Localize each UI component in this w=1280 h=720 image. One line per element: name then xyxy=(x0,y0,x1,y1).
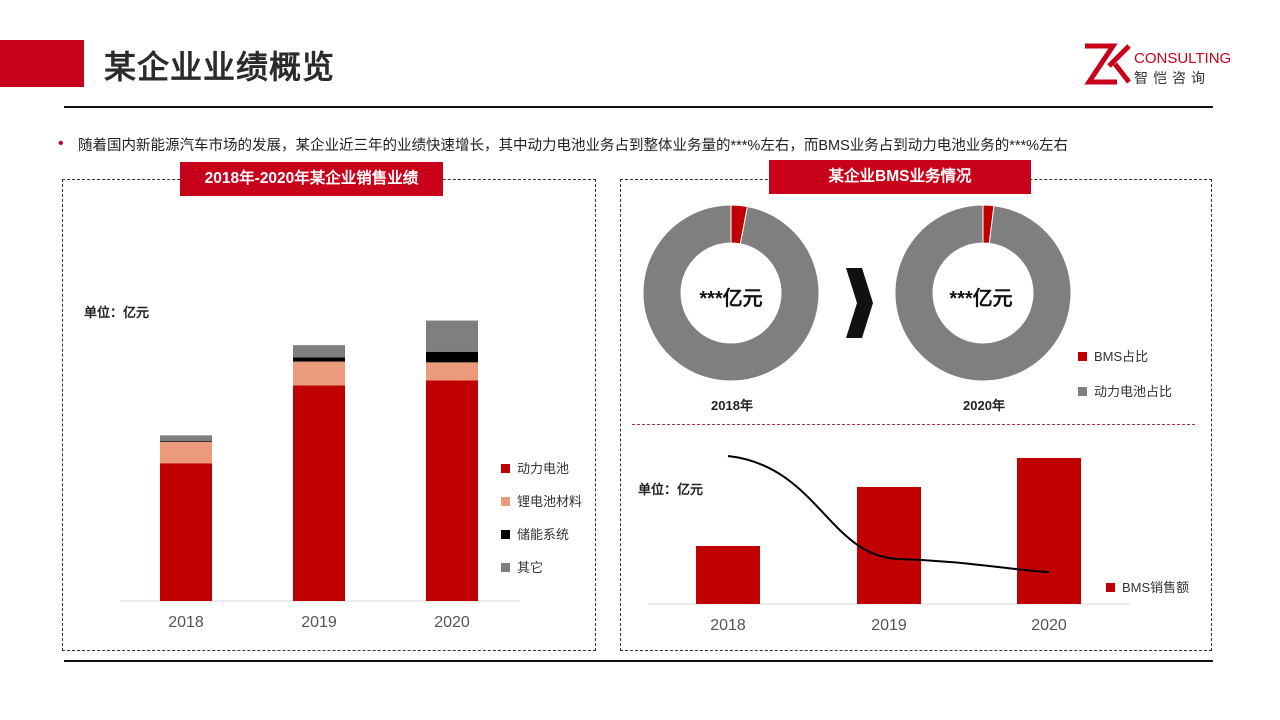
sales-bar-segment xyxy=(426,362,478,381)
bms-legend: BMS销售额 xyxy=(1106,577,1189,596)
sales-bar-segment xyxy=(426,320,478,352)
sales-bar-segment xyxy=(293,357,345,362)
sales-legend-item: 储能系统 xyxy=(501,524,582,543)
donut-legend-label: 动力电池占比 xyxy=(1094,384,1173,399)
bms-sales-bar-chart: 2018 2019 2020 xyxy=(648,455,1130,634)
sales-x-tick-label: 2019 xyxy=(301,614,337,631)
sales-bar-segment xyxy=(160,441,212,442)
donut-legend-swatch xyxy=(1078,352,1087,362)
title-divider xyxy=(64,106,1213,108)
bms-panel-tag: 某企业BMS业务情况 xyxy=(769,160,1031,194)
sales-unit-label: 单位：亿元 xyxy=(84,305,150,320)
donut-year-2018: 2018年 xyxy=(711,398,753,413)
bullet-marker: • xyxy=(58,135,64,152)
arrow-right-icon xyxy=(846,268,873,338)
bms-bar xyxy=(857,487,921,604)
sales-panel-tag: 2018年-2020年某企业销售业绩 xyxy=(180,162,443,196)
donut-legend-item: 动力电池占比 xyxy=(1078,381,1172,400)
sales-bar-segment xyxy=(426,380,478,601)
sales-legend-label: 锂电池材料 xyxy=(517,494,583,509)
sales-legend-item: 动力电池 xyxy=(501,458,582,477)
bms-x-tick-label: 2020 xyxy=(1031,617,1067,634)
sales-legend-label: 动力电池 xyxy=(517,461,570,476)
donut-chart-2018 xyxy=(642,204,820,382)
bms-trend-line xyxy=(727,455,1050,573)
donut-hole xyxy=(681,243,781,343)
bms-bar xyxy=(1017,458,1081,604)
donut-center-label-2020: ***亿元 xyxy=(949,288,1013,310)
bms-legend-item: BMS销售额 xyxy=(1106,577,1189,596)
donut-legend-item: BMS占比 xyxy=(1078,346,1172,365)
page-title: 某企业业绩概览 xyxy=(104,49,336,85)
bms-x-tick-label: 2018 xyxy=(710,617,746,634)
sales-legend-label: 储能系统 xyxy=(517,527,570,542)
sales-x-tick-label: 2018 xyxy=(168,614,204,631)
sales-legend-item: 锂电池材料 xyxy=(501,491,582,510)
sales-legend-swatch xyxy=(501,497,510,507)
donut-hole xyxy=(933,243,1033,343)
bms-x-tick-label: 2019 xyxy=(871,617,907,634)
footer-divider xyxy=(64,660,1213,662)
section-divider xyxy=(632,424,1195,425)
title-accent-bar xyxy=(0,40,84,87)
sales-bar-segment xyxy=(160,463,212,601)
bullet-text: 随着国内新能源汽车市场的发展，某企业近三年的业绩快速增长，其中动力电池业务占到整… xyxy=(78,138,1069,154)
logo-brand-text: CONSULTING xyxy=(1134,50,1232,67)
sales-bar-segment xyxy=(293,385,345,601)
sales-legend-swatch xyxy=(501,464,510,474)
sales-legend-label: 其它 xyxy=(517,560,544,575)
sales-legend: 动力电池锂电池材料储能系统其它 xyxy=(501,458,582,590)
sales-stacked-bar-chart: 2018 2019 2020 xyxy=(120,320,520,631)
sales-legend-swatch xyxy=(501,530,510,540)
sales-legend-swatch xyxy=(501,563,510,573)
donut-chart-2020 xyxy=(894,204,1072,382)
donut-year-2020: 2020年 xyxy=(963,398,1005,413)
sales-bar-segment xyxy=(293,361,345,386)
logo-chinese-text: 智恺咨询 xyxy=(1134,70,1210,86)
bms-legend-label: BMS销售额 xyxy=(1122,580,1190,595)
zk-logo-icon xyxy=(1084,43,1131,85)
sales-x-tick-label: 2020 xyxy=(434,614,470,631)
donut-legend-swatch xyxy=(1078,387,1087,397)
donut-legend: BMS占比动力电池占比 xyxy=(1078,346,1172,416)
sales-legend-item: 其它 xyxy=(501,557,582,576)
donut-center-label-2018: ***亿元 xyxy=(699,288,763,310)
sales-bar-segment xyxy=(160,441,212,464)
sales-bar-segment xyxy=(160,435,212,442)
sales-bar-segment xyxy=(426,351,478,363)
sales-bar-segment xyxy=(293,345,345,358)
bms-legend-swatch xyxy=(1106,583,1115,593)
bms-bar xyxy=(696,546,760,604)
donut-legend-label: BMS占比 xyxy=(1094,349,1149,364)
bms-unit-label: 单位：亿元 xyxy=(638,482,704,497)
